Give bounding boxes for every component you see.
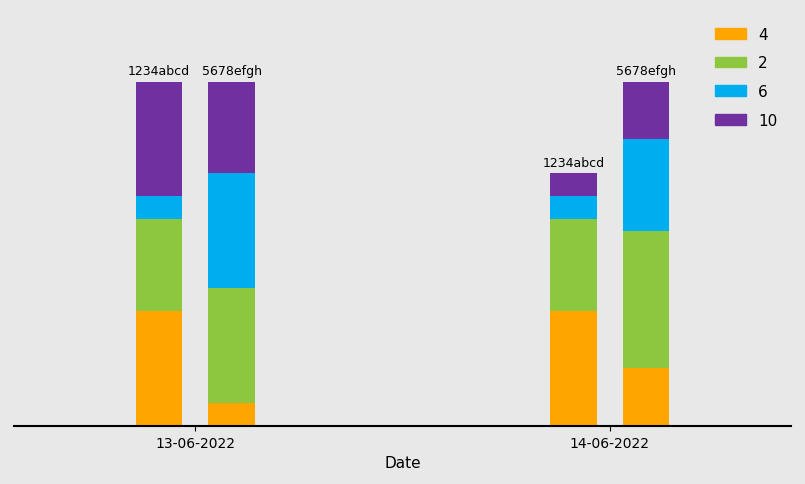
Text: 5678efgh: 5678efgh — [201, 65, 262, 78]
Text: 1234abcd: 1234abcd — [128, 65, 190, 78]
Bar — [208, 174, 255, 288]
Bar — [136, 197, 182, 220]
Bar — [550, 197, 597, 220]
Bar — [208, 288, 255, 403]
Bar — [550, 312, 597, 426]
Bar — [550, 174, 597, 197]
Bar — [550, 220, 597, 312]
Bar — [136, 312, 182, 426]
Bar — [136, 220, 182, 312]
Legend: 4, 2, 6, 10: 4, 2, 6, 10 — [709, 21, 783, 135]
Bar — [623, 140, 669, 231]
Text: 5678efgh: 5678efgh — [616, 65, 676, 78]
X-axis label: Date: Date — [384, 455, 421, 470]
Text: 1234abcd: 1234abcd — [543, 156, 605, 169]
Bar — [623, 231, 669, 369]
Bar — [208, 83, 255, 174]
Bar — [136, 83, 182, 197]
Bar — [208, 403, 255, 426]
Bar — [623, 83, 669, 140]
Bar — [623, 369, 669, 426]
